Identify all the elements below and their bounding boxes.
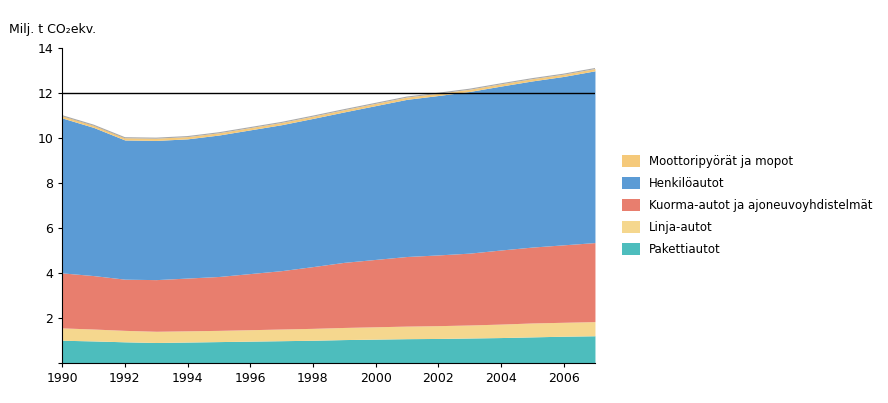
Legend: Moottoripyörät ja mopot, Henkilöautot, Kuorma-autot ja ajoneuvoyhdistelmät, Linj: Moottoripyörät ja mopot, Henkilöautot, K… [622,155,873,256]
Text: Milj. t CO₂ekv.: Milj. t CO₂ekv. [9,23,96,36]
